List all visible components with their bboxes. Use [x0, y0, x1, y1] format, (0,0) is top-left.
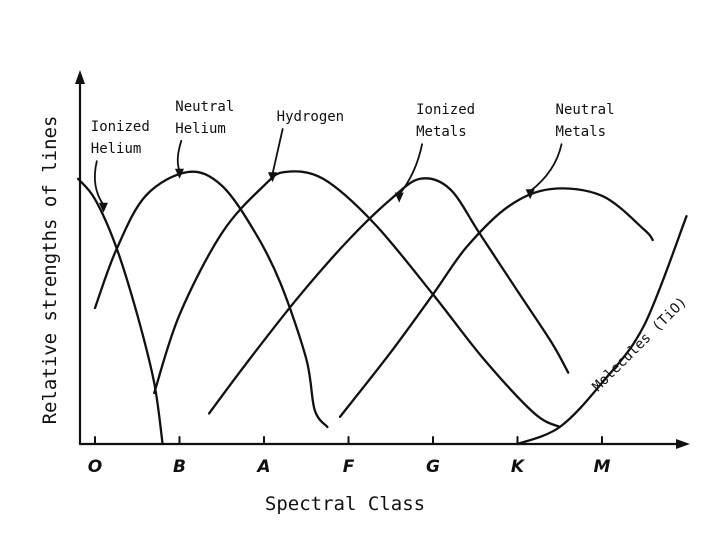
series-line-neutral-helium: [93, 170, 329, 429]
series-line-molecules-tio: [516, 215, 688, 446]
series-line-neutral-metals: [338, 187, 654, 418]
series-label-ionized-metals: Metals: [416, 124, 467, 140]
series-label-neutral-metals: Neutral: [556, 102, 615, 118]
arrowhead-ionized-metals: [394, 192, 404, 203]
x-tick-label-k: K: [511, 457, 526, 477]
series-label-ionized-metals: Ionized: [416, 102, 475, 118]
x-tick-label-b: B: [173, 457, 186, 477]
series-label-ionized-helium: Helium: [91, 141, 142, 157]
series-line-hydrogen: [153, 170, 561, 429]
y-axis-arrowhead: [75, 70, 85, 84]
arrow-neutral-metals: [529, 143, 563, 193]
x-axis-title: Spectral Class: [265, 493, 425, 515]
arrow-hydrogen: [271, 128, 284, 176]
series-label-neutral-metals: Metals: [556, 124, 607, 140]
arrow-ionized-helium: [94, 160, 105, 206]
arrow-neutral-helium: [176, 139, 183, 172]
x-tick-label-g: G: [426, 457, 440, 477]
series-label-hydrogen: Hydrogen: [277, 109, 344, 125]
series-label-neutral-helium: Helium: [175, 121, 226, 137]
x-tick-label-f: F: [343, 457, 355, 477]
x-tick-label-a: A: [255, 457, 270, 477]
x-tick-label-o: O: [88, 457, 102, 477]
x-tick-label-m: M: [594, 457, 611, 477]
series-curves: [76, 170, 688, 446]
arrowhead-neutral-helium: [175, 168, 184, 179]
series-label-neutral-helium: Neutral: [175, 99, 234, 115]
x-axis-arrowhead: [676, 439, 690, 449]
series-label-molecules-tio: Molecules (TiO): [590, 294, 691, 395]
series-line-ionized-helium: [76, 177, 164, 446]
arrow-ionized-metals: [398, 143, 423, 196]
series-label-ionized-helium: Ionized: [91, 119, 150, 135]
arrowhead-neutral-metals: [525, 189, 535, 200]
y-axis-title: Relative strengths of lines: [39, 116, 61, 425]
label-arrows: [94, 128, 563, 213]
series-line-ionized-metals: [207, 177, 570, 415]
arrowhead-hydrogen: [267, 172, 277, 183]
arrowhead-ionized-helium: [98, 202, 108, 213]
